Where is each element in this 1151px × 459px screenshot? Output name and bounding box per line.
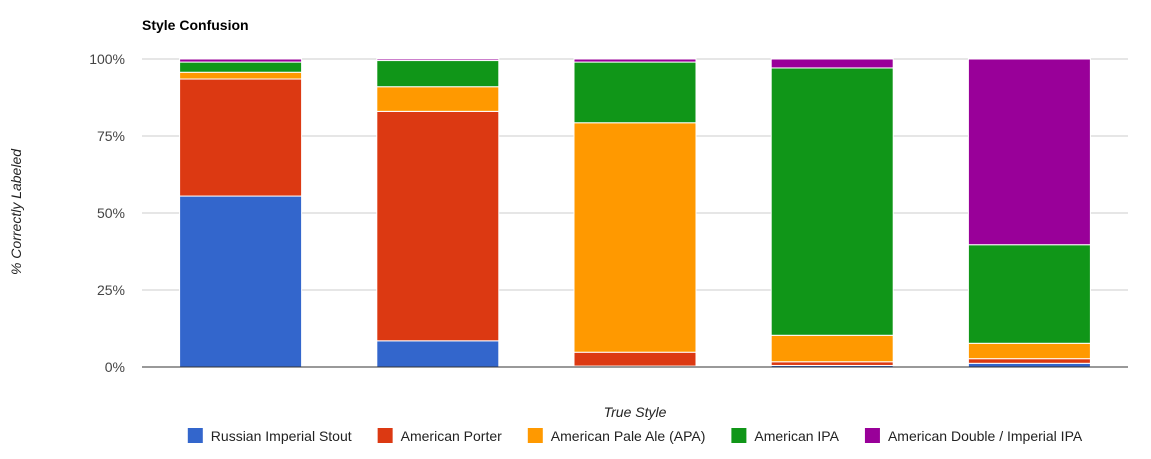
y-tick-label: 100% (89, 51, 125, 67)
bar-stack (967, 58, 1091, 368)
y-axis-ticks: 0% 25% 50% 75% 100% (89, 51, 125, 375)
bar-segment (376, 58, 500, 62)
legend-swatch (527, 428, 543, 443)
legend-label: American Porter (401, 428, 502, 444)
legend-item: American Pale Ale (APA) (527, 428, 706, 444)
bar-segment (573, 58, 697, 63)
bar-segment (967, 244, 1091, 344)
bar-stack (573, 58, 697, 368)
bar-segment (967, 358, 1091, 364)
bar-segment (376, 340, 500, 368)
bar-segment (770, 334, 894, 363)
bar-segment (179, 71, 303, 80)
bar-segment (967, 362, 1091, 368)
bar-segment (179, 78, 303, 197)
legend-label: American IPA (754, 428, 839, 444)
legend: Russian Imperial Stout American Porter Ame… (187, 428, 1083, 444)
legend-label: Russian Imperial Stout (211, 428, 352, 444)
bar-segment (967, 342, 1091, 360)
legend-label: American Double / Imperial IPA (888, 428, 1083, 444)
y-axis-label: % Correctly Labeled (8, 148, 24, 275)
bar-segment (770, 58, 894, 69)
bar-segment (770, 67, 894, 336)
y-tick-label: 50% (97, 205, 125, 221)
bar-stack (770, 58, 894, 368)
x-axis-label: True Style (604, 404, 667, 420)
bar-segment (770, 361, 894, 366)
legend-item: American IPA (731, 428, 840, 444)
legend-item: American Porter (377, 428, 502, 444)
bar-segment (179, 195, 303, 368)
bar-segment (376, 110, 500, 342)
bar-segment (573, 351, 697, 367)
y-tick-label: 25% (97, 282, 125, 298)
bar-segment (376, 60, 500, 88)
bar-stack (179, 58, 303, 368)
chart-title: Style Confusion (142, 17, 249, 33)
bar-segment (573, 122, 697, 353)
bar-segment (179, 61, 303, 73)
legend-label: American Pale Ale (APA) (551, 428, 706, 444)
bar-segment (376, 86, 500, 112)
bar-segment (179, 58, 303, 63)
bars (179, 58, 1091, 368)
bar-segment (967, 58, 1091, 246)
legend-swatch (864, 428, 880, 443)
legend-item: Russian Imperial Stout (187, 428, 352, 444)
legend-item: American Double / Imperial IPA (864, 428, 1083, 444)
legend-swatch (731, 428, 747, 443)
legend-swatch (377, 428, 393, 443)
legend-swatch (187, 428, 203, 443)
bar-stack (376, 58, 500, 368)
y-tick-label: 0% (105, 359, 125, 375)
bar-segment (573, 61, 697, 124)
y-tick-label: 75% (97, 128, 125, 144)
